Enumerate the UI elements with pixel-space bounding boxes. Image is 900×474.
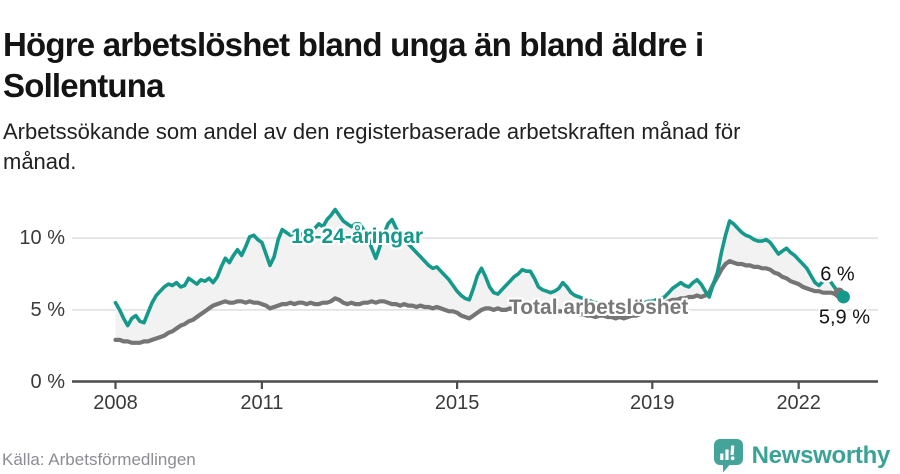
newsworthy-speech-bubble-chart-icon: [713, 439, 743, 473]
area-fill: [115, 209, 844, 343]
x-axis-label-2022: 2022: [776, 392, 821, 414]
newsworthy-logo: Newsworthy: [712, 438, 890, 473]
end-dot-youth: [836, 290, 850, 304]
y-axis-label-0: 0 %: [30, 370, 65, 393]
subtitle-line-2: månad.: [3, 149, 77, 174]
series-label-youth: 18-24-åringar: [291, 225, 423, 249]
subtitle-line-1: Arbetssökande som andel av den registerb…: [3, 119, 741, 144]
newsworthy-wordmark: Newsworthy: [751, 441, 891, 469]
chart-subtitle: Arbetssökande som andel av den registerb…: [3, 117, 883, 177]
title-line-2: Sollentuna: [3, 67, 164, 105]
x-axis-label-2015: 2015: [434, 392, 480, 414]
series-label-total: Total arbetslöshet: [508, 295, 689, 319]
source-note: Källa: Arbetsförmedlingen: [2, 450, 196, 469]
x-axis-label-2008: 2008: [93, 392, 138, 414]
youth-line: [113, 207, 846, 328]
title-line-1: Högre arbetslöshet bland unga än bland ä…: [3, 26, 704, 64]
y-axis-label-5: 5 %: [30, 298, 65, 321]
x-axis-label-2019: 2019: [630, 392, 675, 414]
end-value-youth: 5,9 %: [818, 306, 870, 329]
chart-title: Högre arbetslöshet bland unga än bland ä…: [3, 24, 893, 106]
y-axis-label-10: 10 %: [19, 227, 65, 250]
end-value-total: 6 %: [820, 263, 855, 286]
total-line: [113, 259, 846, 345]
x-axis-label-2011: 2011: [240, 392, 284, 414]
